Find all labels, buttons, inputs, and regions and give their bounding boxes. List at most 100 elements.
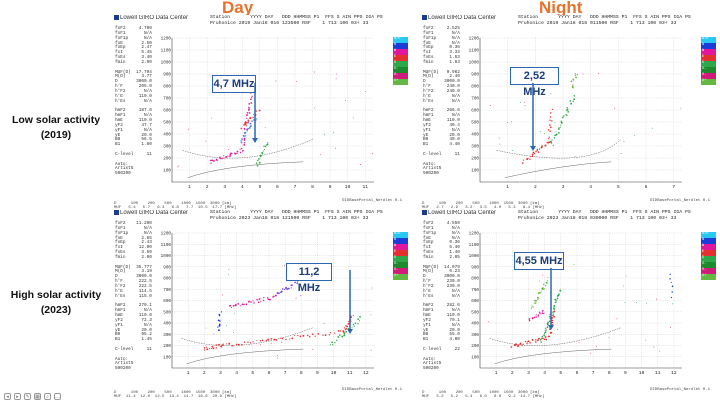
y-tick-label: 100 [163, 169, 171, 174]
echo-point [250, 124, 252, 127]
frequency-arrow [530, 83, 536, 151]
legend-entry: N [701, 43, 716, 49]
echo-point [550, 142, 553, 144]
echo-point [343, 327, 345, 329]
muf-table: D 100 200 500 1000 1500 3000 [km] MUF 2.7… [422, 202, 544, 210]
echo-point [529, 158, 531, 160]
echo-point [511, 150, 513, 151]
legend-entry: S [701, 61, 716, 67]
echo-point [543, 312, 545, 315]
echo-point [248, 106, 250, 109]
echo-point [537, 314, 540, 316]
app-title: Lowell GIRO Data Center [114, 15, 188, 21]
echo-point [245, 121, 247, 124]
slides-icon[interactable]: ▦ [34, 393, 41, 400]
echo-point [302, 334, 305, 337]
y-tick-label: 100 [471, 169, 479, 174]
axis-line [171, 38, 374, 183]
echo-point [566, 114, 568, 116]
echo-point [336, 73, 338, 75]
legend-entry: X- [393, 262, 408, 268]
echo-point [209, 348, 211, 350]
polarization-legend: N/O N W E S X- O- X+ [701, 37, 716, 85]
echo-point [530, 155, 532, 157]
muf-table: D 100 200 500 1000 1500 3000 [km] MUF 5.4… [114, 202, 236, 210]
echo-point [547, 277, 549, 279]
echo-point [236, 343, 238, 346]
echo-point [510, 346, 513, 348]
y-tick-label: 600 [163, 109, 171, 114]
zoom-icon[interactable]: ⌕ [44, 393, 51, 400]
echo-point [233, 312, 235, 314]
echo-point [229, 153, 232, 156]
echo-point [554, 122, 556, 123]
echo-point [545, 327, 547, 330]
echo-point [550, 92, 552, 94]
legend-entry: E [701, 55, 716, 61]
ionogram-low-night: Lowell GIRO Data Center Station YYYY DAY … [422, 15, 716, 211]
arrow-head [347, 329, 353, 334]
echo-point [346, 325, 349, 328]
echo-point [252, 341, 254, 343]
echo-point [341, 335, 344, 338]
echo-point [551, 321, 554, 324]
ionogram-svg: 1200 1100 1000 900 800 700 600 500 400 300 200 100 1… [469, 37, 682, 188]
echo-point [530, 307, 533, 309]
echo-point [284, 264, 286, 266]
x-tick-label: 1 [495, 370, 498, 374]
echo-point [209, 159, 212, 162]
x-tick-label: 1 [188, 184, 191, 188]
echo-point [526, 343, 528, 345]
echo-point [248, 127, 251, 129]
echo-point [243, 341, 246, 344]
echo-point [176, 166, 178, 168]
echo-point [300, 295, 302, 297]
pen-icon[interactable]: ✎ [24, 393, 31, 400]
echo-point [234, 152, 236, 154]
echo-point [651, 127, 653, 129]
echo-point [531, 155, 534, 158]
echo-point [576, 74, 579, 76]
more-icon[interactable]: … [54, 393, 61, 400]
echo-point [549, 126, 552, 129]
echo-point [489, 105, 491, 106]
ionogram-high-night: Lowell GIRO Data Center Station YYYY DAY … [422, 210, 716, 400]
y-tick-label: 1100 [469, 243, 480, 248]
prev-slide-icon[interactable]: ◂ [4, 393, 11, 400]
echo-point [521, 344, 523, 346]
legend-entry: X- [701, 262, 716, 268]
echo-point [335, 147, 337, 149]
echo-point [359, 316, 361, 318]
giro-logo-icon [422, 210, 427, 215]
echo-point [552, 311, 554, 313]
echo-point [259, 340, 262, 342]
row-label-high: High solar activity (2023) [0, 288, 112, 318]
echo-point [553, 305, 556, 308]
next-slide-icon[interactable]: ▸ [14, 393, 21, 400]
echo-point [253, 114, 255, 116]
echo-point [227, 155, 229, 157]
y-tick-label: 200 [471, 157, 479, 162]
echo-point [517, 344, 520, 346]
echo-point [307, 334, 309, 337]
echo-point [250, 98, 252, 101]
portal-label: DIDBasePortal_Nerdlet 0.1 [650, 388, 711, 392]
echo-point [273, 295, 275, 298]
x-tick-label: 12 [671, 370, 677, 374]
echo-point [573, 98, 576, 101]
echo-point [671, 285, 674, 288]
echo-point [370, 349, 372, 351]
echo-point [263, 145, 265, 148]
echo-point [251, 97, 253, 99]
axis-line [479, 38, 682, 183]
echo-point [320, 154, 322, 156]
echo-point [555, 301, 557, 303]
echo-point [544, 331, 547, 334]
echo-point [555, 131, 557, 132]
app-title: Lowell GIRO Data Center [114, 210, 188, 216]
echo-point [531, 338, 533, 340]
echo-point [250, 301, 252, 303]
legend-entry: N [701, 238, 716, 244]
echo-point [246, 117, 248, 120]
true-height-profile-line [494, 348, 612, 365]
